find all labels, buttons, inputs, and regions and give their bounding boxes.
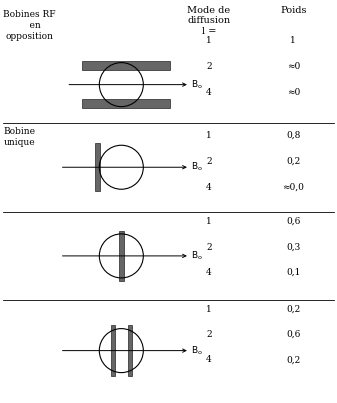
Text: 2: 2 [206, 157, 212, 166]
Text: 0,2: 0,2 [286, 305, 300, 314]
Bar [82, 62, 170, 71]
Text: $\mathsf{B_o}$: $\mathsf{B_o}$ [191, 249, 203, 262]
Text: $\mathsf{B_o}$: $\mathsf{B_o}$ [191, 78, 203, 91]
Text: 1: 1 [206, 217, 212, 226]
Text: Poids: Poids [280, 6, 306, 15]
Text: 4: 4 [206, 268, 212, 277]
Text: 1: 1 [206, 131, 212, 139]
Text: ≈0,0: ≈0,0 [282, 183, 304, 192]
Text: $\mathsf{B_o}$: $\mathsf{B_o}$ [191, 161, 203, 174]
Text: 2: 2 [206, 243, 212, 251]
Text: 0,2: 0,2 [286, 157, 300, 166]
Text: $\mathsf{B_o}$: $\mathsf{B_o}$ [191, 344, 203, 357]
Bar [95, 143, 100, 191]
Text: Mode de
diffusion
l =: Mode de diffusion l = [187, 6, 231, 36]
Bar [82, 99, 170, 108]
Text: 1: 1 [206, 305, 212, 314]
Text: 2: 2 [206, 330, 212, 339]
Text: ≈0: ≈0 [286, 88, 300, 97]
Text: 0,3: 0,3 [286, 243, 300, 251]
Text: 1: 1 [206, 36, 212, 45]
Bar [111, 325, 115, 376]
Text: 0,6: 0,6 [286, 217, 300, 226]
Text: 4: 4 [206, 88, 212, 97]
Text: 0,2: 0,2 [286, 355, 300, 364]
Bar [127, 325, 132, 376]
Text: 1: 1 [290, 36, 296, 45]
Text: Bobines RF
    en
opposition: Bobines RF en opposition [3, 10, 56, 41]
Text: 4: 4 [206, 355, 212, 364]
Text: Bobine
unique: Bobine unique [3, 127, 35, 147]
Text: 0,1: 0,1 [286, 268, 300, 277]
Text: 0,8: 0,8 [286, 131, 300, 139]
Text: 4: 4 [206, 183, 212, 192]
Text: ≈0: ≈0 [286, 62, 300, 71]
Text: 0,6: 0,6 [286, 330, 300, 339]
Text: 2: 2 [206, 62, 212, 71]
Bar [119, 231, 124, 281]
